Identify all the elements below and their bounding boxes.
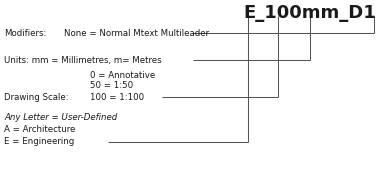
Text: Any Letter = User-Defined: Any Letter = User-Defined [4,114,117,122]
Text: Units: mm = Millimetres, m= Metres: Units: mm = Millimetres, m= Metres [4,56,162,64]
Text: 100 = 1:100: 100 = 1:100 [90,92,144,102]
Text: Drawing Scale:: Drawing Scale: [4,92,69,102]
Text: 50 = 1:50: 50 = 1:50 [90,82,133,90]
Text: None = Normal Mtext Multileader: None = Normal Mtext Multileader [64,29,209,37]
Text: A = Architecture: A = Architecture [4,126,75,134]
Text: E = Engineering: E = Engineering [4,137,74,147]
Text: Modifiers:: Modifiers: [4,29,46,37]
Text: E_100mm_D1: E_100mm_D1 [243,4,376,22]
Text: 0 = Annotative: 0 = Annotative [90,70,155,80]
